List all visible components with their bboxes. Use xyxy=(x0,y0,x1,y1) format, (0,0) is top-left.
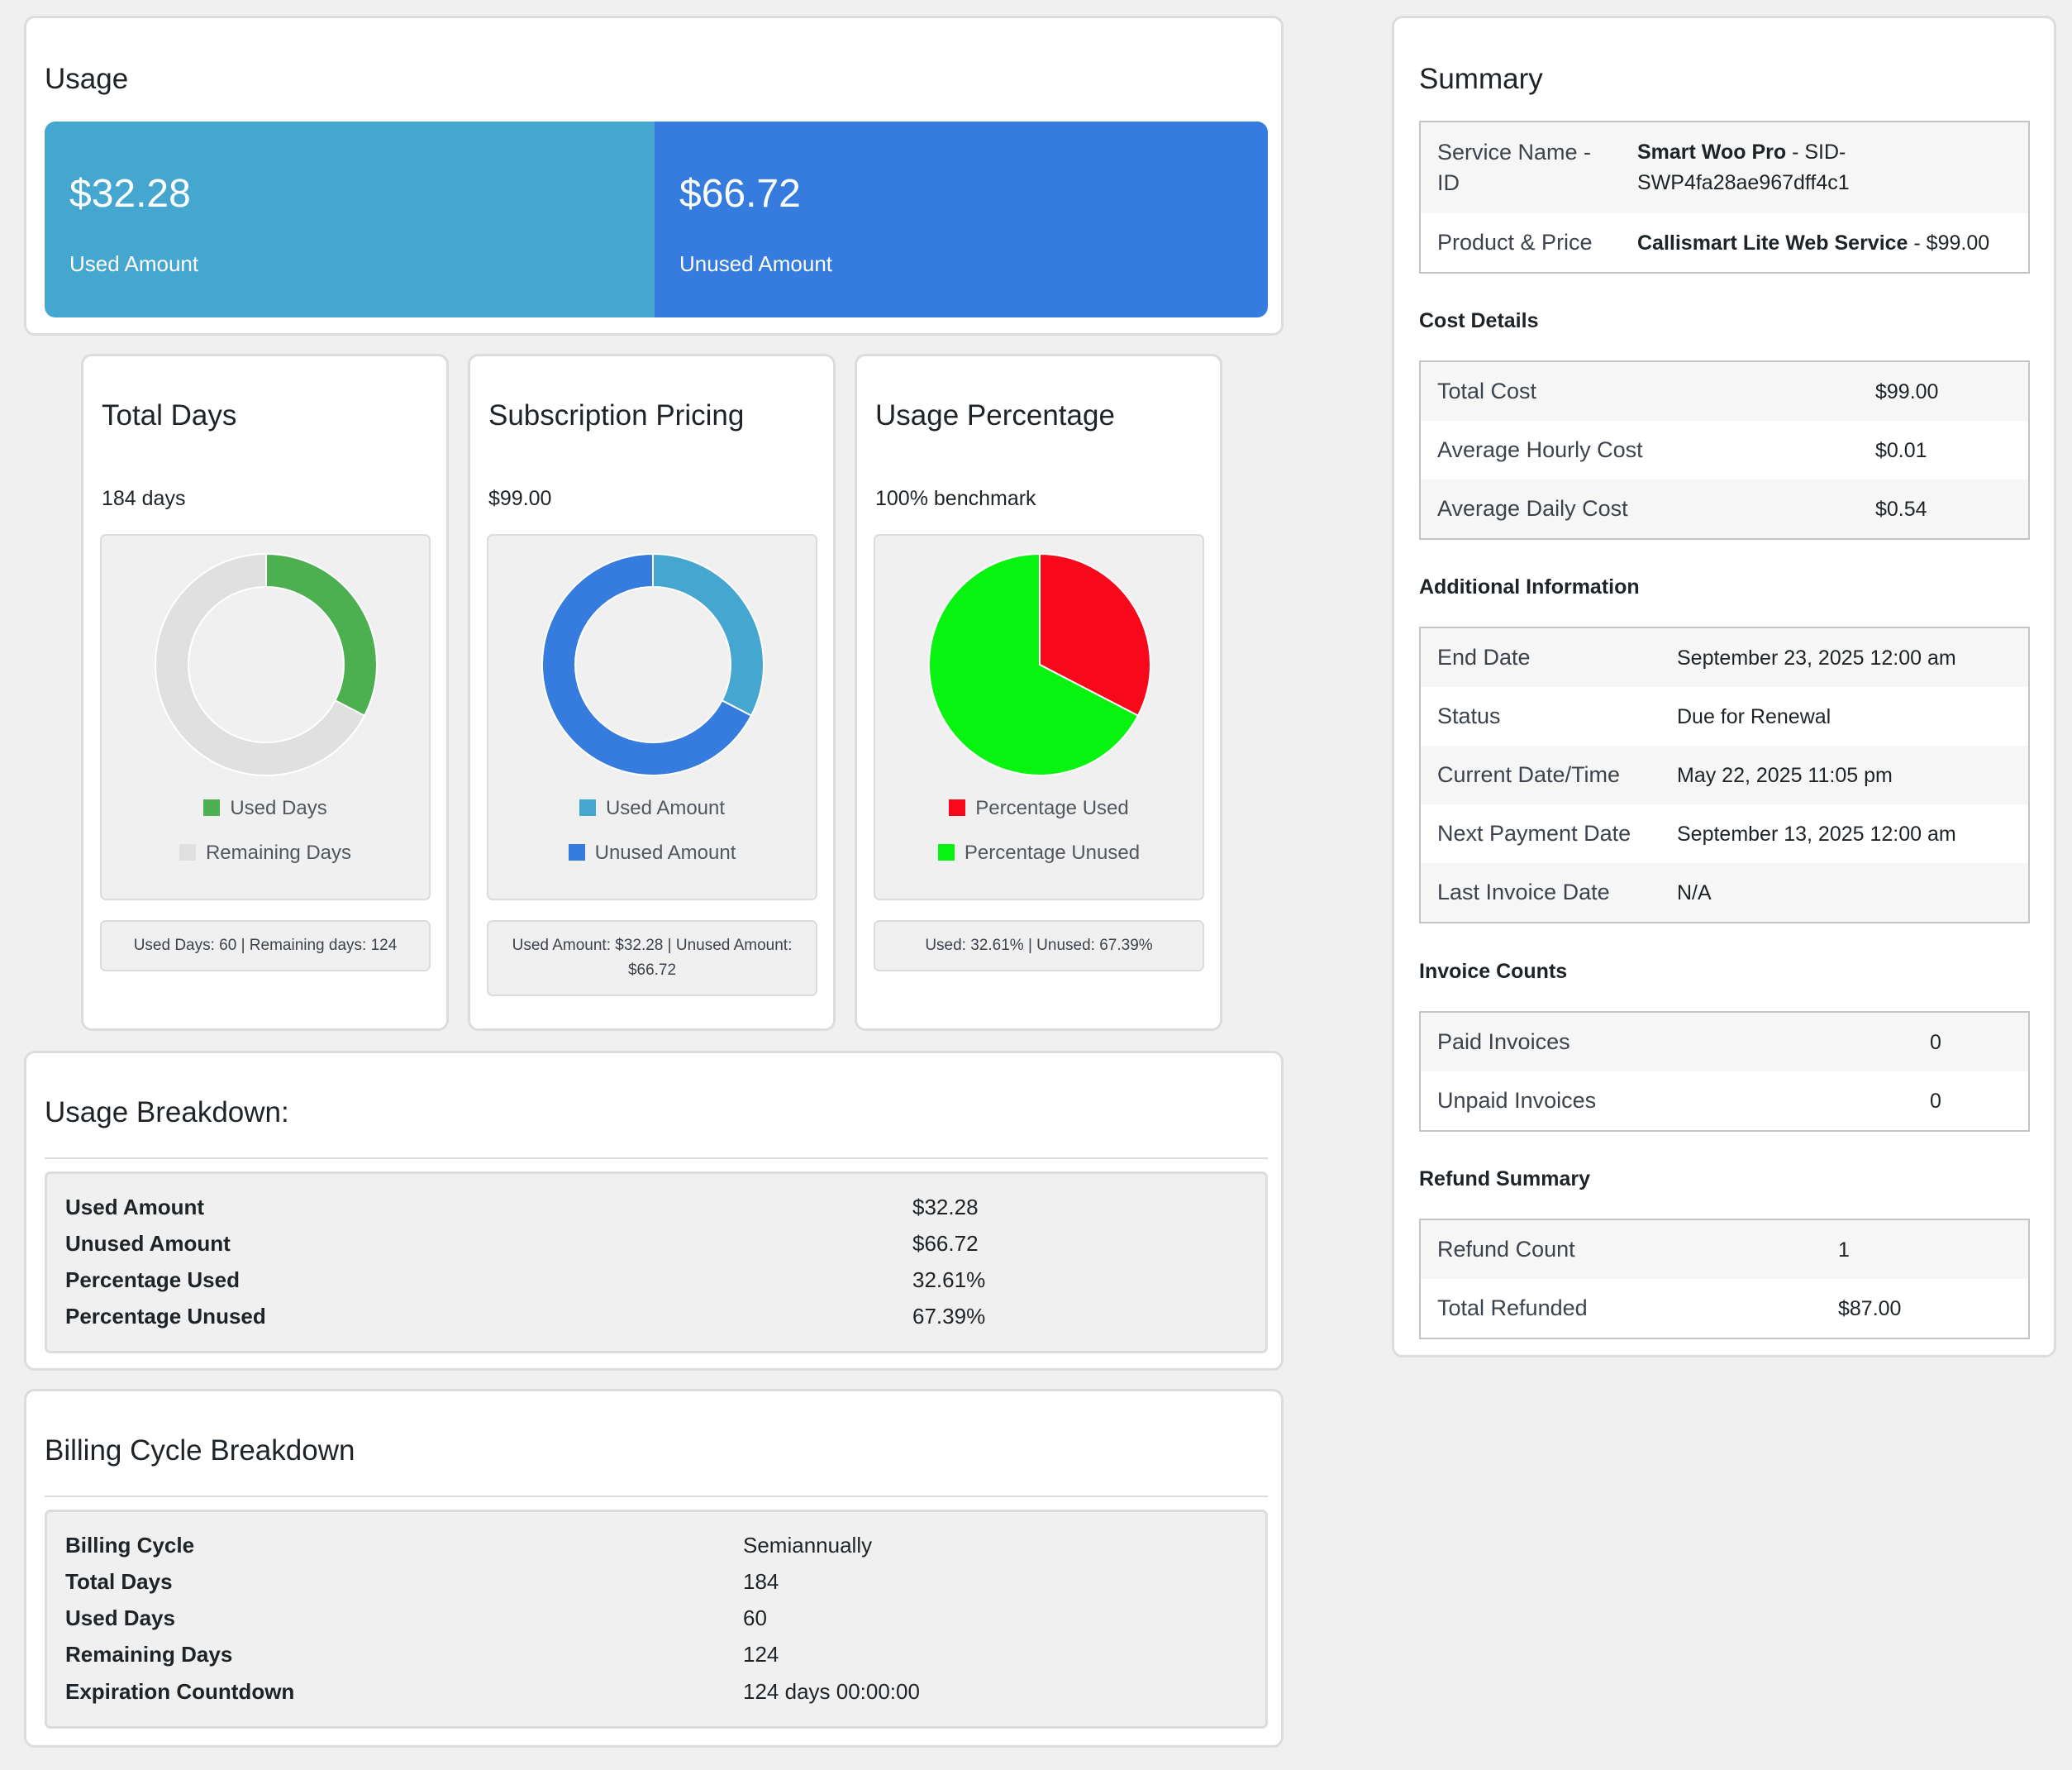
chart-slice-remaining-days[interactable] xyxy=(155,552,366,776)
total-days-doughnut xyxy=(155,552,378,776)
total-days-card: Total Days 184 days Used Days Remaining … xyxy=(81,354,449,1031)
used-amount-value: $32.28 xyxy=(69,172,191,216)
total-days-title: Total Days xyxy=(102,399,237,432)
billing-row: Billing Cycle Semiannually xyxy=(65,1533,873,1558)
chart-slice-percentage-unused[interactable] xyxy=(928,552,1140,776)
legend-used-amount[interactable]: Used Amount xyxy=(488,797,816,820)
cost-row: Total Cost $99.00 xyxy=(1421,362,2028,421)
refund-row: Total Refunded $87.00 xyxy=(1437,1295,1902,1320)
refund-summary-title: Refund Summary xyxy=(1419,1167,1590,1190)
legend-swatch xyxy=(203,799,221,816)
chart-slice-used-days[interactable] xyxy=(265,552,378,717)
legend-remaining-days[interactable]: Remaining Days xyxy=(102,842,429,865)
legend-swatch xyxy=(568,844,585,861)
divider xyxy=(45,1157,1268,1159)
service-row: Service Name - ID Smart Woo Pro - SID- SW… xyxy=(1421,122,2028,213)
breakdown-row: Percentage Unused 67.39% xyxy=(65,1304,986,1329)
pricing-value: $99.00 xyxy=(488,487,552,510)
legend-used-days[interactable]: Used Days xyxy=(102,797,429,820)
refund-row: Refund Count 1 xyxy=(1421,1220,2028,1279)
legend-percentage-unused[interactable]: Percentage Unused xyxy=(875,842,1203,865)
chart-slice-used-amount[interactable] xyxy=(652,552,764,717)
product-row: Product & Price Callismart Lite Web Serv… xyxy=(1437,230,1990,255)
info-row: Last Invoice Date N/A xyxy=(1421,863,2028,922)
usage-title: Usage xyxy=(45,63,129,95)
billing-row: Used Days 60 xyxy=(65,1605,767,1630)
invoice-row: Paid Invoices 0 xyxy=(1421,1013,2028,1071)
summary-title: Summary xyxy=(1419,63,1543,95)
percentage-stat: Used: 32.61% | Unused: 67.39% xyxy=(874,920,1204,971)
additional-info-title: Additional Information xyxy=(1419,575,1640,599)
legend-swatch xyxy=(179,844,196,861)
total-days-stat: Used Days: 60 | Remaining days: 124 xyxy=(100,920,431,971)
billing-row: Total Days 184 xyxy=(65,1569,779,1594)
unused-amount-label: Unused Amount xyxy=(679,251,833,276)
legend-swatch xyxy=(579,799,596,816)
summary-card: Summary Service Name - ID Smart Woo Pro -… xyxy=(1392,16,2056,1357)
breakdown-table: Used Amount $32.28 Unused Amount $66.72 Pe… xyxy=(45,1171,1268,1353)
legend-percentage-used[interactable]: Percentage Used xyxy=(875,797,1203,820)
info-row: End Date September 23, 2025 12:00 am xyxy=(1421,628,2028,687)
pricing-title: Subscription Pricing xyxy=(488,399,745,432)
used-amount-segment: $32.28 Used Amount xyxy=(45,122,655,317)
breakdown-row: Used Amount $32.28 xyxy=(65,1195,979,1219)
total-days-value: 184 days xyxy=(102,487,186,510)
used-amount-label: Used Amount xyxy=(69,251,199,276)
pricing-doughnut xyxy=(541,552,764,776)
legend-swatch xyxy=(949,799,966,816)
billing-row: Remaining Days 124 xyxy=(65,1642,779,1667)
chart-slice-percentage-used[interactable] xyxy=(1039,552,1151,718)
breakdown-row: Percentage Used 32.61% xyxy=(65,1267,986,1292)
info-row: Current Date/Time May 22, 2025 11:05 pm xyxy=(1421,746,2028,804)
pricing-chart: Used Amount Unused Amount xyxy=(487,534,817,900)
invoice-row: Unpaid Invoices 0 xyxy=(1437,1088,1941,1113)
percentage-value: 100% benchmark xyxy=(875,487,1036,510)
percentage-title: Usage Percentage xyxy=(875,399,1115,432)
invoice-counts-title: Invoice Counts xyxy=(1419,960,1568,983)
pricing-stat: Used Amount: $32.28 | Unused Amount: $66… xyxy=(487,920,817,996)
breakdown-title: Usage Breakdown: xyxy=(45,1096,289,1128)
usage-percentage-card: Usage Percentage 100% benchmark Percenta… xyxy=(855,354,1222,1031)
legend-swatch xyxy=(937,844,955,861)
info-row: Status Due for Renewal xyxy=(1437,704,1831,728)
usage-breakdown-card: Usage Breakdown: Used Amount $32.28 Unuse… xyxy=(24,1051,1284,1371)
billing-title: Billing Cycle Breakdown xyxy=(45,1434,355,1467)
usage-card: Usage $32.28 Used Amount $66.72 Unused A… xyxy=(24,16,1284,336)
percentage-chart: Percentage Used Percentage Unused xyxy=(874,534,1204,900)
breakdown-row: Unused Amount $66.72 xyxy=(65,1231,979,1256)
divider xyxy=(45,1496,1268,1497)
cost-row: Average Hourly Cost $0.01 xyxy=(1437,437,1927,462)
service-value: Smart Woo Pro - SID- SWP4fa28ae967dff4c1 xyxy=(1637,141,1850,194)
service-key: Service Name - ID xyxy=(1437,140,1592,195)
total-days-chart: Used Days Remaining Days xyxy=(100,534,431,900)
info-table: End Date September 23, 2025 12:00 am Stat… xyxy=(1419,627,2030,923)
legend-unused-amount[interactable]: Unused Amount xyxy=(488,842,816,865)
cost-table: Total Cost $99.00 Average Hourly Cost $0.0… xyxy=(1419,360,2030,540)
info-row: Next Payment Date September 13, 2025 12:0… xyxy=(1437,821,1956,846)
cost-row: Average Daily Cost $0.54 xyxy=(1421,479,2028,538)
unused-amount-segment: $66.72 Unused Amount xyxy=(655,122,1268,317)
product-value: Callismart Lite Web Service - $99.00 xyxy=(1637,231,1990,255)
cost-details-title: Cost Details xyxy=(1419,309,1539,332)
billing-row: Expiration Countdown 124 days 00:00:00 xyxy=(65,1679,920,1704)
billing-cycle-card: Billing Cycle Breakdown Billing Cycle Sem… xyxy=(24,1389,1284,1748)
unused-amount-value: $66.72 xyxy=(679,172,801,216)
chart-slice-unused-amount[interactable] xyxy=(541,552,753,776)
percentage-pie xyxy=(928,552,1151,776)
service-table: Service Name - ID Smart Woo Pro - SID- SW… xyxy=(1419,121,2030,274)
billing-table: Billing Cycle Semiannually Total Days 184 … xyxy=(45,1510,1268,1729)
invoice-table: Paid Invoices 0 Unpaid Invoices 0 xyxy=(1419,1011,2030,1132)
usage-bar: $32.28 Used Amount $66.72 Unused Amount xyxy=(45,122,1268,317)
subscription-pricing-card: Subscription Pricing $99.00 Used Amount … xyxy=(468,354,836,1031)
refund-table: Refund Count 1 Total Refunded $87.00 xyxy=(1419,1219,2030,1339)
